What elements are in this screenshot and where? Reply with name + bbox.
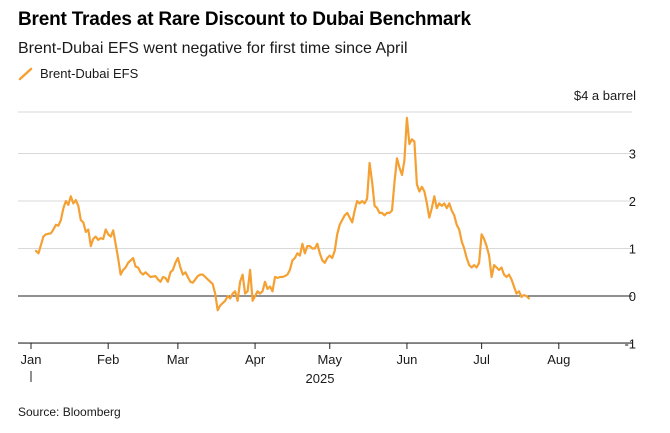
chart-subtitle: Brent-Dubai EFS went negative for first … (18, 40, 408, 57)
y-tick-label: 2 (629, 194, 636, 209)
y-axis-unit-label: $4 a barrel (574, 88, 636, 103)
legend-swatch-line-icon (18, 67, 33, 80)
source-note: Source: Bloomberg (18, 405, 121, 419)
x-tick-label: Jan (21, 352, 42, 367)
x-tick-label: May (317, 352, 342, 367)
x-tick-label: Apr (245, 352, 266, 367)
year-label: 2025 (306, 371, 335, 386)
y-tick-label: 1 (629, 242, 636, 257)
y-tick-label: -1 (624, 337, 636, 352)
x-tick-label: Mar (167, 352, 190, 367)
x-tick-label: Jun (396, 352, 417, 367)
series-line-0 (34, 116, 530, 312)
legend-label: Brent-Dubai EFS (40, 66, 139, 81)
y-tick-label: 0 (629, 289, 636, 304)
y-tick-label: 3 (629, 147, 636, 162)
legend: Brent-Dubai EFS (18, 66, 138, 81)
x-tick-label: Feb (97, 352, 119, 367)
x-tick-label: Aug (547, 352, 570, 367)
line-chart: $4 a barrel -1 0 1 2 3 Jan Feb Mar Apr May Jun Jul Au… (18, 88, 636, 386)
chart-title: Brent Trades at Rare Discount to Dubai B… (18, 9, 471, 30)
x-tick-label: Jul (473, 352, 490, 367)
